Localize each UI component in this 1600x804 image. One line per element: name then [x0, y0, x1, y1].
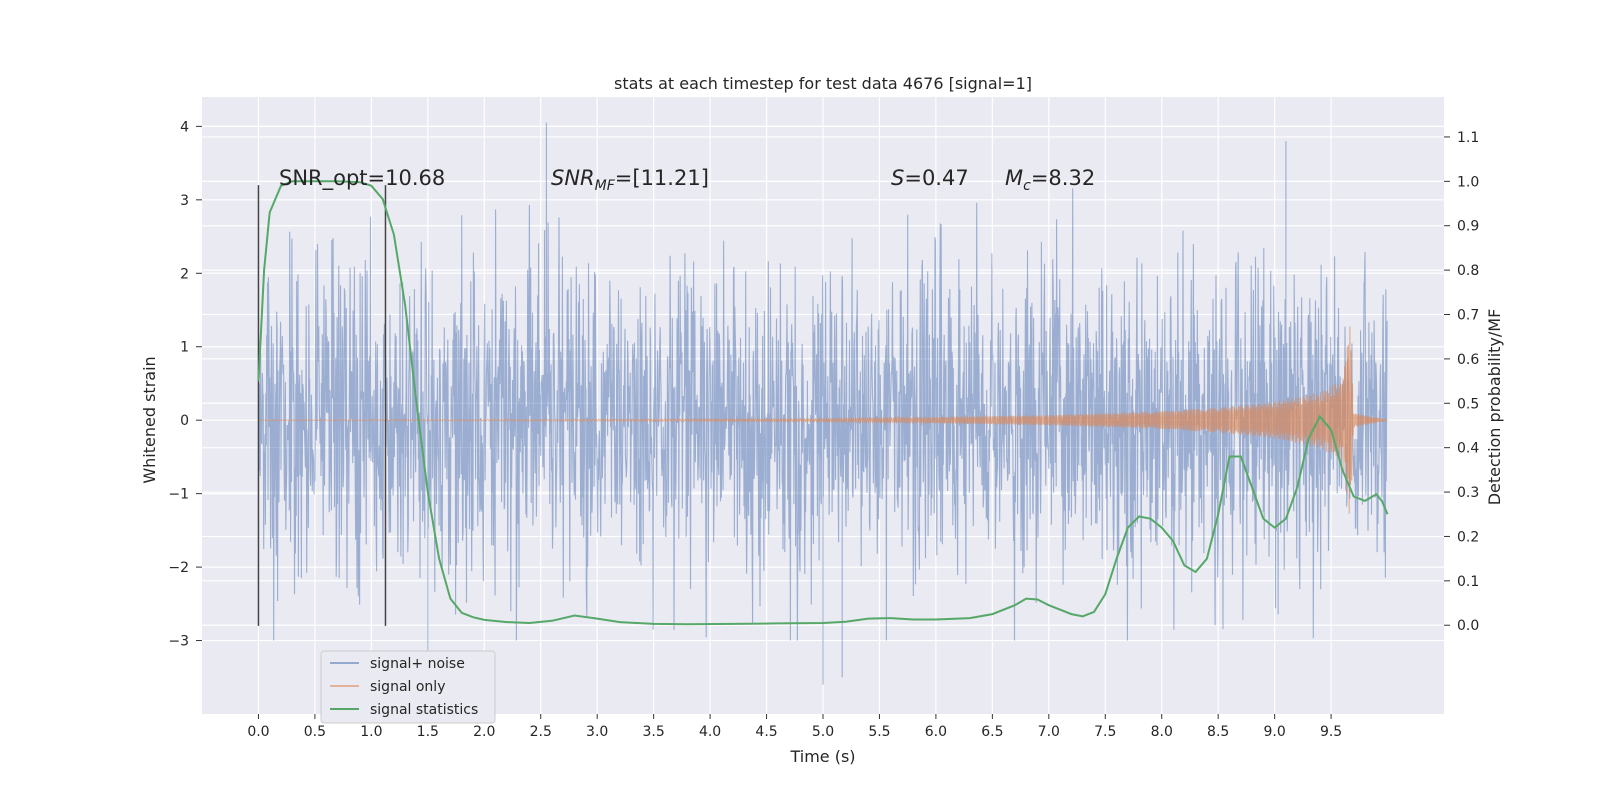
- x-tick-label: 5.0: [812, 724, 834, 740]
- snr-mf-sub: MF: [595, 178, 616, 194]
- y-right-tick-label: 0.2: [1457, 529, 1479, 545]
- y-left-tick-label: 4: [180, 119, 189, 135]
- y-left-tick-label: 0: [180, 413, 189, 429]
- snr-mf-main: SNR: [551, 166, 595, 190]
- y-right-tick-label: 0.9: [1457, 219, 1479, 235]
- signal-statistics-series: [257, 180, 1389, 626]
- y-right-tick-label: 0.6: [1457, 352, 1479, 368]
- y-right-tick-label: 0.8: [1457, 263, 1479, 279]
- y-right-tick-label: 0.3: [1457, 485, 1479, 501]
- y-right-tick-label: 0.4: [1457, 441, 1479, 457]
- y-right-axis-ticks: 0.0 0.1 0.2 0.3 0.4 0.5 0.6 0.7 0.8 0.9 1.0 1.1: [1444, 130, 1479, 634]
- chart-title: stats at each timestep for test data 467…: [614, 74, 1032, 93]
- y-right-tick-label: 1.0: [1457, 174, 1479, 190]
- signal-only-series: [258, 326, 1388, 514]
- y-right-tick-label: 0.5: [1457, 396, 1479, 412]
- y-left-tick-label: 2: [180, 266, 189, 282]
- mc-sub: c: [1023, 178, 1031, 194]
- x-tick-label: 2.0: [473, 724, 495, 740]
- snr-mf-value: =[11.21]: [615, 166, 709, 190]
- y-left-axis-ticks: −3 −2 −1 0 1 2 3 4: [168, 119, 202, 650]
- x-tick-label: 7.0: [1038, 724, 1060, 740]
- legend-label-stats: signal statistics: [370, 702, 478, 718]
- mc-value: =8.32: [1031, 166, 1095, 190]
- signal-noise-series: [257, 122, 1388, 685]
- s-value: =0.47: [904, 166, 968, 190]
- x-tick-label: 1.0: [360, 724, 382, 740]
- y-left-tick-label: −3: [168, 634, 189, 650]
- x-tick-label: 8.5: [1207, 724, 1229, 740]
- mc-main: M: [1005, 166, 1023, 190]
- signal-statistics-line: [257, 180, 1389, 626]
- y-left-tick-label: 3: [180, 193, 189, 209]
- legend-label-noise: signal+ noise: [370, 656, 465, 672]
- y-right-tick-label: 0.7: [1457, 308, 1479, 324]
- x-tick-label: 7.5: [1094, 724, 1116, 740]
- x-tick-label: 5.5: [868, 724, 890, 740]
- x-tick-label: 4.0: [699, 724, 721, 740]
- legend-frame: [320, 650, 496, 724]
- y-left-axis-label: Whitened strain: [140, 356, 159, 483]
- x-tick-label: 6.0: [925, 724, 947, 740]
- legend-label-signal: signal only: [370, 679, 445, 695]
- x-tick-label: 2.5: [530, 724, 552, 740]
- x-tick-label: 9.5: [1320, 724, 1342, 740]
- annotation-snr-mf: SNRMF=[11.21]: [551, 166, 709, 194]
- annotation-snr-opt: SNR_opt=10.68: [279, 166, 445, 191]
- vertical-markers: [257, 185, 387, 626]
- y-right-tick-label: 0.1: [1457, 574, 1479, 590]
- x-tick-label: 0.5: [304, 724, 326, 740]
- signal-noise-line: [257, 122, 1388, 685]
- x-tick-label: 4.5: [755, 724, 777, 740]
- x-tick-label: 0.0: [247, 724, 269, 740]
- s-main: S: [891, 166, 904, 190]
- y-right-tick-label: 0.0: [1457, 618, 1479, 634]
- annotation-s: S=0.47: [891, 166, 969, 190]
- y-right-tick-label: 1.1: [1457, 130, 1479, 146]
- x-axis-ticks: 0.0 0.5 1.0 1.5 2.0 2.5 3.0 3.5 4.0 4.5 5.0 5.5 6.0 6…: [247, 714, 1342, 740]
- y-left-tick-label: −1: [168, 487, 189, 503]
- legend: signal+ noise signal only signal statist…: [320, 650, 496, 724]
- y-left-tick-label: 1: [180, 340, 189, 356]
- x-tick-label: 8.0: [1151, 724, 1173, 740]
- x-axis-label: Time (s): [789, 747, 855, 766]
- x-tick-label: 3.5: [643, 724, 665, 740]
- y-left-tick-label: −2: [168, 560, 189, 576]
- y-right-axis-label: Detection probability/MF: [1485, 309, 1504, 506]
- x-tick-label: 9.0: [1264, 724, 1286, 740]
- x-tick-label: 3.0: [586, 724, 608, 740]
- annotation-mc: Mc=8.32: [1005, 166, 1095, 194]
- x-tick-label: 1.5: [417, 724, 439, 740]
- x-tick-label: 6.5: [981, 724, 1003, 740]
- signal-only-line: [258, 326, 1388, 514]
